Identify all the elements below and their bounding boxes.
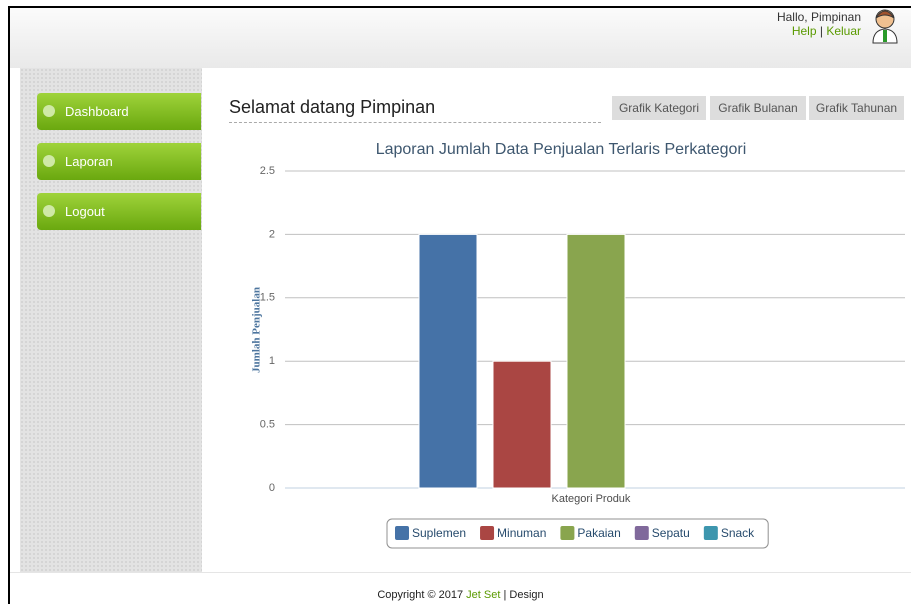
bar — [419, 234, 477, 488]
chart-title: Laporan Jumlah Data Penjualan Terlaris P… — [376, 141, 747, 158]
legend-swatch — [395, 526, 409, 540]
y-tick-label: 0.5 — [260, 419, 275, 431]
legend-swatch — [704, 526, 718, 540]
x-axis-title: Kategori Produk — [552, 493, 631, 505]
legend-swatch — [480, 526, 494, 540]
y-tick-label: 0 — [269, 482, 275, 494]
legend-label: Snack — [721, 526, 755, 540]
legend: Suplemen Minuman Pakaian Sepatu Snack — [387, 519, 768, 548]
y-tick-label: 2 — [269, 228, 275, 240]
legend-label: Suplemen — [412, 526, 466, 540]
legend-label: Minuman — [497, 526, 546, 540]
bar — [567, 234, 625, 488]
bar — [493, 361, 551, 488]
legend-label: Sepatu — [652, 526, 690, 540]
y-tick-label: 1 — [269, 355, 275, 367]
legend-swatch — [560, 526, 574, 540]
legend-label: Pakaian — [577, 526, 620, 540]
chart: Laporan Jumlah Data Penjualan Terlaris P… — [0, 0, 911, 604]
legend-swatch — [635, 526, 649, 540]
y-tick-label: 2.5 — [260, 165, 275, 177]
page: Hallo, Pimpinan Help | Keluar Dashboard … — [0, 0, 911, 604]
y-tick-label: 1.5 — [260, 292, 275, 304]
